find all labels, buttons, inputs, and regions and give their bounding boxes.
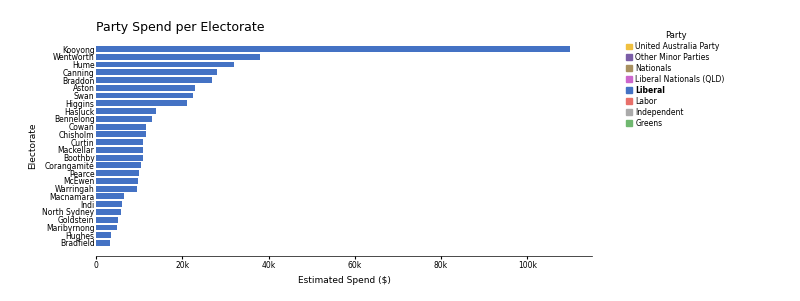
Bar — [96, 163, 142, 168]
Bar — [96, 186, 137, 191]
Bar — [96, 108, 156, 114]
Bar — [96, 194, 124, 199]
Bar — [96, 232, 111, 238]
Bar — [96, 209, 121, 215]
Bar — [96, 62, 234, 67]
Bar — [96, 124, 146, 129]
Y-axis label: Electorate: Electorate — [28, 123, 37, 169]
Bar — [96, 147, 143, 153]
Bar — [96, 85, 195, 91]
Bar — [96, 77, 213, 83]
Text: Party Spend per Electorate: Party Spend per Electorate — [96, 20, 265, 34]
Bar — [96, 201, 122, 207]
Bar — [96, 170, 139, 176]
Bar — [96, 139, 143, 145]
Bar — [96, 116, 152, 122]
Bar — [96, 46, 570, 52]
Bar — [96, 155, 142, 160]
Bar — [96, 93, 193, 98]
Bar — [96, 101, 186, 106]
Bar — [96, 69, 217, 75]
Bar — [96, 178, 138, 184]
Bar — [96, 217, 118, 223]
Bar — [96, 132, 146, 137]
Bar — [96, 240, 110, 246]
X-axis label: Estimated Spend ($): Estimated Spend ($) — [298, 276, 390, 285]
Legend: United Australia Party, Other Minor Parties, Nationals, Liberal Nationals (QLD),: United Australia Party, Other Minor Part… — [624, 29, 727, 130]
Bar — [96, 54, 260, 60]
Bar — [96, 225, 117, 230]
